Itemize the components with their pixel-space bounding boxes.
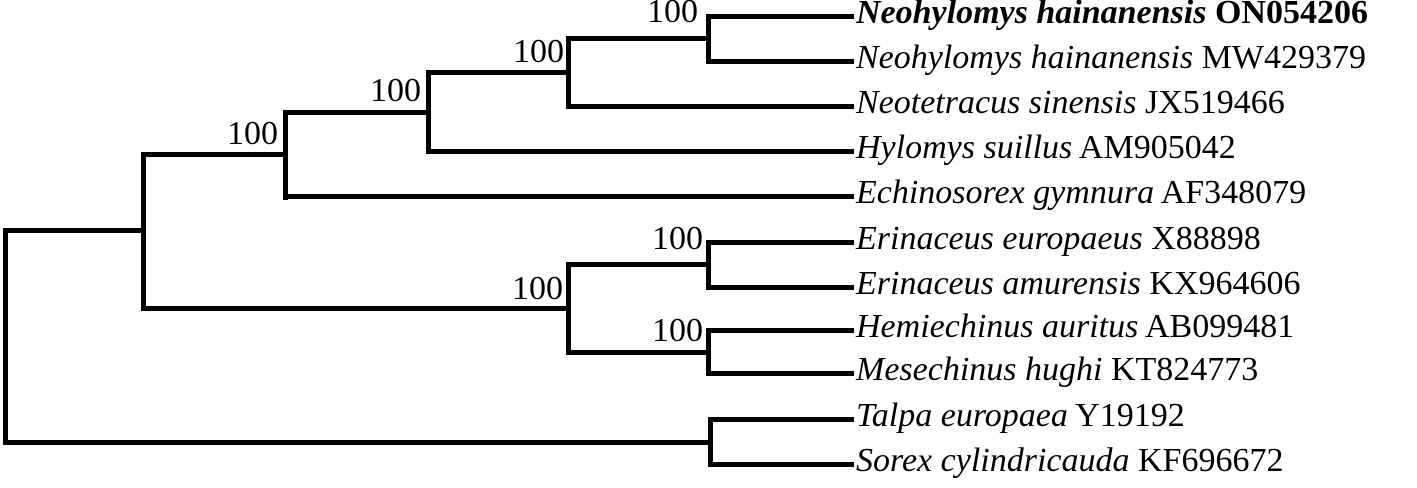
species-name: Hylomys suillus [856,129,1073,166]
branch-to-hemiechinus-tip [706,328,854,333]
accession-number: KT824773 [1110,351,1259,388]
branch-to-erinaceus-pair [566,262,710,267]
species-name: Neotetracus sinensis [856,84,1137,121]
branch-to-neohylomys-pair [566,36,710,41]
branch-root-vertical [3,229,8,444]
accession-number: AB099481 [1144,308,1295,345]
species-name: Sorex cylindricauda [856,442,1130,479]
species-name: Neohylomys hainanensis [856,39,1194,76]
accession-number: JX519466 [1144,84,1285,121]
branch-to-hylomys-tip [426,149,854,154]
tip-label-erinaceus-amurensis: Erinaceus amurensis KX964606 [856,267,1301,301]
tip-label-neotetracus: Neotetracus sinensis JX519466 [856,86,1285,120]
tip-label-neohylomys-on054206: Neohylomys hainanensis ON054206 [856,0,1368,30]
branch-to-neohylomys-on054206-tip [706,14,854,19]
accession-number: KF696672 [1138,442,1284,479]
accession-number: X88898 [1151,220,1261,257]
accession-number: Y19192 [1075,397,1185,434]
bootstrap-value: 100 [647,0,698,30]
bootstrap-value: 100 [513,33,564,70]
species-name: Erinaceus europaeus [856,220,1143,257]
branch-to-hemiechinus-mesechinus [566,350,710,355]
accession-number: AF348079 [1160,174,1307,211]
branch-root-to-erinaceidae [3,228,145,233]
branch-to-neotetracus-tip [566,104,854,109]
branch-to-sorex-tip [708,462,854,467]
species-name: Neohylomys hainanensis [856,0,1207,31]
tip-label-talpa: Talpa europaea Y19192 [856,399,1185,433]
tip-label-erinaceus-europaeus: Erinaceus europaeus X88898 [856,222,1261,256]
branch-to-erinaceus-amurensis-tip [706,285,854,290]
bootstrap-value: 100 [652,220,703,257]
tip-label-mesechinus: Mesechinus hughi KT824773 [856,353,1258,387]
species-name: Mesechinus hughi [856,351,1103,388]
tip-label-hemiechinus: Hemiechinus auritus AB099481 [856,310,1294,344]
tip-label-neohylomys-mw429379: Neohylomys hainanensis MW429379 [856,41,1366,75]
branch-to-erinaceus-europaeus-tip [706,240,854,245]
branch-root-to-outgroup [3,440,712,445]
tip-label-hylomys: Hylomys suillus AM905042 [856,131,1236,165]
tip-label-sorex: Sorex cylindricauda KF696672 [856,444,1283,478]
branch-to-neohylomys-mw429379-tip [706,59,854,64]
species-name: Hemiechinus auritus [856,308,1139,345]
accession-number: KX964606 [1149,265,1301,302]
branch-to-plus-hylomys [283,110,430,115]
accession-number: MW429379 [1201,39,1366,76]
branch-to-neohylomys-neotetracus [426,70,570,75]
bootstrap-value: 100 [512,270,563,307]
branch-to-talpa-tip [708,417,854,422]
species-name: Talpa europaea [856,397,1068,434]
bootstrap-value: 100 [652,312,703,349]
species-name: Echinosorex gymnura [856,174,1155,211]
branch-to-mesechinus-tip [706,371,854,376]
bootstrap-value: 100 [227,115,278,152]
branch-to-echinosorex-tip [283,194,854,199]
species-name: Erinaceus amurensis [856,265,1141,302]
tip-label-echinosorex: Echinosorex gymnura AF348079 [856,176,1306,210]
accession-number: AM905042 [1078,129,1236,166]
branch-to-plus-echinosorex [141,152,287,157]
accession-number: ON054206 [1214,0,1368,31]
bootstrap-value: 100 [370,72,421,109]
branch-to-erinaceinae [141,306,570,311]
